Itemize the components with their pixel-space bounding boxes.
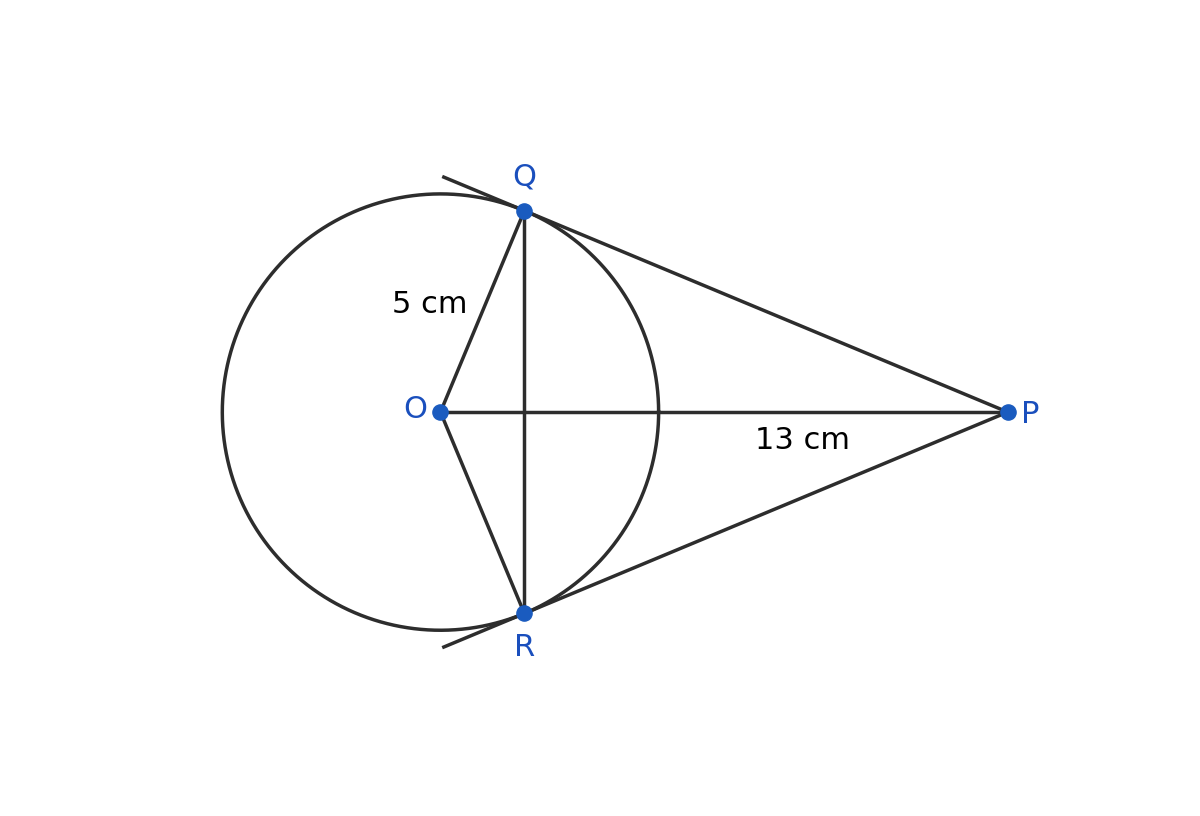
Text: P: P <box>1021 400 1039 428</box>
Text: 13 cm: 13 cm <box>755 426 850 455</box>
Point <box>515 607 534 620</box>
Point <box>431 406 450 419</box>
Text: Q: Q <box>512 162 536 191</box>
Text: O: O <box>403 396 427 424</box>
Text: R: R <box>514 633 535 662</box>
Point <box>998 406 1018 419</box>
Text: 5 cm: 5 cm <box>392 290 468 319</box>
Point <box>515 204 534 217</box>
